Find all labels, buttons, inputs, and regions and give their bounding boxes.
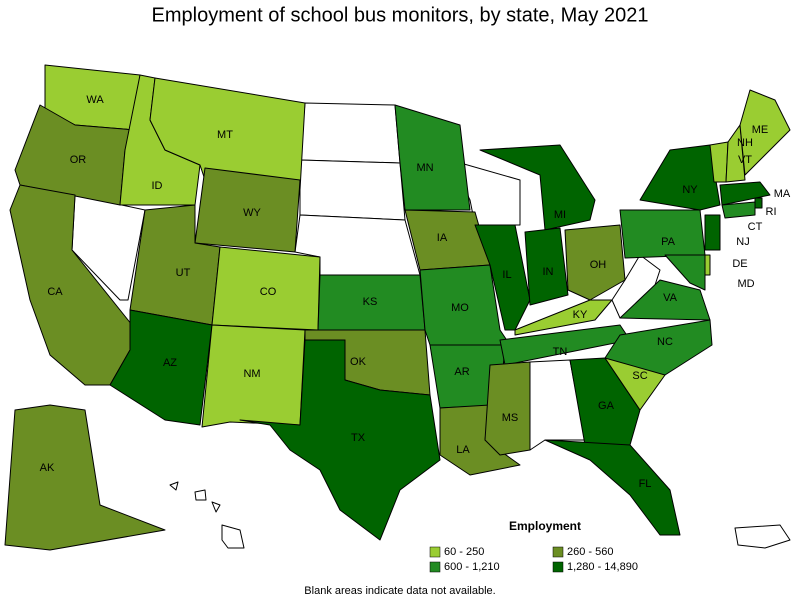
- state-label: NH: [737, 137, 753, 149]
- state-shape: [211, 501, 221, 513]
- state-shape: [564, 224, 626, 301]
- legend-title: Employment: [509, 519, 581, 533]
- state-label: WA: [86, 94, 104, 106]
- state-shape: [194, 167, 301, 253]
- state-label: IA: [437, 232, 448, 244]
- state-label: AR: [454, 366, 469, 378]
- state-shape: [734, 524, 791, 549]
- legend-swatch: [429, 546, 441, 558]
- state-label: NY: [682, 184, 698, 196]
- state-shape: [239, 339, 441, 541]
- state-shape: [299, 159, 406, 221]
- state-shape: [194, 489, 207, 501]
- states: WA OR CA ID MT WY UT CO AZ NM KS OK TX MN IA MO AR LA IL MI…: [4, 64, 791, 551]
- state-label: CA: [47, 286, 63, 298]
- state-label: DE: [732, 258, 747, 270]
- state-shape: [721, 201, 756, 219]
- legend: 60 - 250 260 - 560 600 - 1,210 1,280 - 14,8…: [429, 546, 638, 573]
- state-label: FL: [639, 478, 652, 490]
- legend-swatch: [429, 561, 441, 573]
- state-shape: [639, 144, 721, 211]
- state-label: MN: [416, 162, 433, 174]
- legend-swatch: [552, 561, 564, 573]
- legend-label: 260 - 560: [567, 546, 613, 558]
- state-shape: [754, 197, 763, 209]
- state-label: CT: [748, 221, 763, 233]
- state-label: CO: [260, 286, 277, 298]
- state-shape: [4, 404, 166, 551]
- legend-swatch: [552, 546, 564, 558]
- state-label: WY: [243, 207, 261, 219]
- legend-label: 600 - 1,210: [444, 561, 500, 573]
- state-label: ID: [152, 180, 163, 192]
- state-label: MS: [502, 412, 519, 424]
- state-label: AK: [40, 462, 55, 474]
- map-title: Employment of school bus monitors, by st…: [152, 4, 649, 26]
- state-label: MD: [737, 278, 754, 290]
- state-shape: [514, 299, 613, 336]
- state-label: TX: [351, 432, 366, 444]
- state-shape: [604, 319, 713, 376]
- state-shape: [725, 124, 746, 183]
- state-label: VT: [738, 154, 752, 166]
- state-shape: [544, 439, 681, 536]
- state-label: MT: [217, 129, 233, 141]
- state-label: GA: [598, 400, 615, 412]
- state-label: NC: [657, 336, 673, 348]
- state-label: LA: [456, 444, 470, 456]
- state-shape: [484, 361, 531, 456]
- footnote: Blank areas indicate data not available.: [304, 585, 495, 597]
- state-shape: [619, 279, 711, 321]
- state-shape: [664, 254, 706, 291]
- state-label: KY: [573, 309, 588, 321]
- state-shape: [719, 181, 771, 206]
- state-label: OK: [350, 356, 367, 368]
- state-label: PA: [661, 236, 676, 248]
- state-label: NM: [243, 368, 260, 380]
- state-label: OH: [590, 259, 607, 271]
- state-label: RI: [766, 206, 777, 218]
- state-shape: [569, 357, 641, 446]
- state-shape: [524, 227, 569, 306]
- state-shape: [479, 144, 596, 231]
- state-label: SC: [632, 370, 647, 382]
- state-label: MI: [554, 209, 566, 221]
- state-label: OR: [70, 154, 87, 166]
- legend-label: 1,280 - 14,890: [567, 561, 638, 573]
- state-shape: [149, 77, 306, 191]
- legend-label: 60 - 250: [444, 546, 484, 558]
- state-shape: [394, 104, 471, 211]
- state-shape: [169, 481, 179, 491]
- state-label: MO: [451, 302, 469, 314]
- state-label: IL: [502, 269, 511, 281]
- state-shape: [739, 89, 791, 176]
- state-label: MA: [774, 188, 791, 200]
- state-label: TN: [553, 346, 568, 358]
- state-shape: [619, 209, 706, 259]
- state-label: VA: [663, 292, 678, 304]
- state-shape: [704, 214, 721, 251]
- state-label: IN: [543, 266, 554, 278]
- state-label: AZ: [163, 357, 177, 369]
- state-shape: [221, 524, 245, 549]
- state-label: KS: [363, 296, 378, 308]
- state-shape: [299, 102, 401, 164]
- state-label: NJ: [736, 236, 749, 248]
- state-label: ME: [752, 124, 769, 136]
- state-label: UT: [176, 267, 191, 279]
- state-shape: [404, 209, 491, 271]
